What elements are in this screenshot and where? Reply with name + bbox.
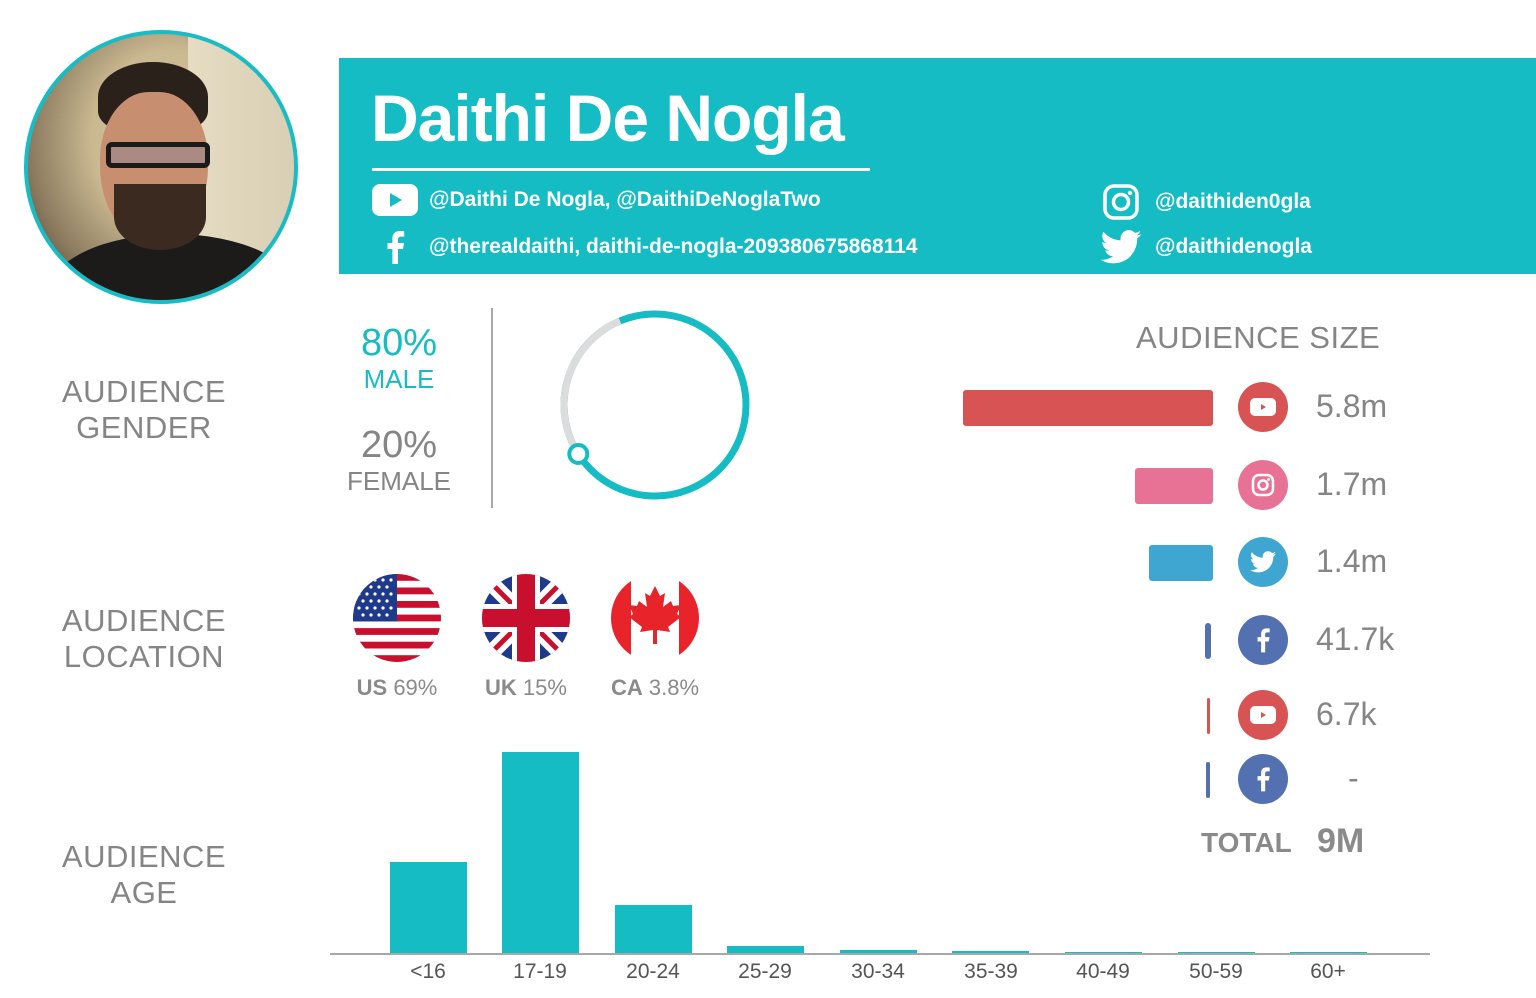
age-bar-40-49 xyxy=(1065,951,1142,953)
facebook-handles: @therealdaithi, daithi-de-nogla-20938067… xyxy=(371,230,918,264)
age-tick-label: 35-39 xyxy=(964,960,1018,983)
age-bar-20-24 xyxy=(615,905,692,953)
audience-row-facebook: 41.7k xyxy=(900,615,1460,667)
location-section-label: AUDIENCE LOCATION xyxy=(44,603,244,675)
uk-code: UK xyxy=(485,675,517,700)
age-bar-25-29 xyxy=(727,946,804,953)
age-bar-chart: <16 17-19 20-24 25-29 30-34 35-39 40-49 … xyxy=(330,740,1430,990)
us-flag-icon xyxy=(353,574,441,662)
age-tick-label: <16 xyxy=(410,960,446,983)
ca-percent: 3.8% xyxy=(648,675,700,700)
female-label: FEMALE xyxy=(346,466,452,496)
age-bar-60-plus xyxy=(1290,952,1367,953)
ca-location-label: CA 3.8% xyxy=(595,675,715,701)
twitter-size-value: 1.4m xyxy=(1316,543,1388,579)
age-bar-35-39 xyxy=(952,951,1029,953)
gender-label-line2: GENDER xyxy=(76,410,212,445)
us-location-label: US 69% xyxy=(337,675,457,701)
age-bar-under16 xyxy=(390,862,467,953)
twitter-handles-text: @daithidenogla xyxy=(1155,235,1312,258)
facebook-2-size-value: - xyxy=(1348,760,1359,796)
profile-avatar xyxy=(24,30,298,304)
instagram-handles: @daithiden0gla xyxy=(1097,184,1311,220)
age-section-label: AUDIENCE AGE xyxy=(44,839,244,911)
youtube-icon xyxy=(371,184,419,216)
ca-flag-icon xyxy=(611,574,699,662)
gender-label-line1: AUDIENCE xyxy=(61,374,227,409)
uk-percent: 15% xyxy=(522,675,567,700)
twitter-handles: @daithidenogla xyxy=(1097,230,1312,264)
ca-code: CA xyxy=(610,675,643,700)
us-code: US xyxy=(356,675,388,700)
youtube-2-size-value: 6.7k xyxy=(1316,696,1377,732)
age-label-line2: AGE xyxy=(110,875,178,910)
age-tick-label: 20-24 xyxy=(626,960,680,983)
total-value: 9M xyxy=(1317,822,1365,860)
gender-female-stat: 20% FEMALE xyxy=(340,424,458,496)
age-bar-30-34 xyxy=(840,950,917,953)
facebook-handles-text: @therealdaithi, daithi-de-nogla-20938067… xyxy=(429,235,918,258)
us-percent: 69% xyxy=(393,675,438,700)
uk-flag-icon xyxy=(482,574,570,662)
facebook-size-bar xyxy=(1205,623,1211,659)
gender-divider xyxy=(491,308,493,508)
facebook-icon xyxy=(1238,754,1288,804)
twitter-size-bar xyxy=(1149,545,1213,581)
instagram-handles-text: @daithiden0gla xyxy=(1155,190,1311,213)
age-tick-label: 30-34 xyxy=(851,960,905,983)
age-x-axis xyxy=(330,953,1430,955)
age-tick-label: 50-59 xyxy=(1189,960,1243,983)
youtube-handles: @Daithi De Nogla, @DaithiDeNoglaTwo xyxy=(371,184,821,216)
youtube-size-bar xyxy=(963,390,1213,426)
facebook-2-size-bar xyxy=(1206,762,1210,798)
youtube-handles-text: @Daithi De Nogla, @DaithiDeNoglaTwo xyxy=(429,188,821,211)
youtube-icon xyxy=(1238,690,1288,740)
male-percent: 80% xyxy=(360,322,438,364)
age-tick-label: 40-49 xyxy=(1076,960,1130,983)
audience-row-instagram: 1.7m xyxy=(900,460,1460,512)
audience-size-title: AUDIENCE SIZE xyxy=(1136,320,1381,355)
twitter-icon xyxy=(1097,230,1145,264)
profile-name: Daithi De Nogla xyxy=(371,81,845,155)
male-label: MALE xyxy=(363,364,435,394)
facebook-icon xyxy=(1238,615,1288,665)
audience-row-facebook-2: - xyxy=(900,754,1460,806)
instagram-size-bar xyxy=(1135,468,1213,504)
age-tick-label: 60+ xyxy=(1310,960,1346,983)
gender-male-stat: 80% MALE xyxy=(340,322,458,394)
gender-section-label: AUDIENCE GENDER xyxy=(44,374,244,446)
instagram-icon xyxy=(1097,184,1145,220)
age-tick-label: 17-19 xyxy=(513,960,567,983)
uk-location-label: UK 15% xyxy=(466,675,586,701)
facebook-icon xyxy=(371,230,419,264)
total-label: TOTAL xyxy=(1201,827,1292,858)
name-underline xyxy=(372,168,870,171)
youtube-2-size-bar xyxy=(1207,698,1210,734)
instagram-size-value: 1.7m xyxy=(1316,466,1388,502)
header-banner: Daithi De Nogla @Daithi De Nogla, @Daith… xyxy=(339,58,1536,274)
twitter-icon xyxy=(1238,537,1288,587)
facebook-size-value: 41.7k xyxy=(1316,621,1395,657)
gender-donut-chart xyxy=(560,310,750,500)
audience-row-youtube: 5.8m xyxy=(900,382,1460,434)
audience-row-youtube-2: 6.7k xyxy=(900,690,1460,742)
youtube-icon xyxy=(1238,382,1288,432)
female-percent: 20% xyxy=(360,424,438,466)
location-label-line2: LOCATION xyxy=(63,639,225,674)
instagram-icon xyxy=(1238,460,1288,510)
age-label-line1: AUDIENCE xyxy=(61,839,227,874)
audience-row-twitter: 1.4m xyxy=(900,537,1460,589)
location-label-line1: AUDIENCE xyxy=(61,603,227,638)
age-bar-50-59 xyxy=(1178,952,1255,953)
age-bar-17-19 xyxy=(502,752,579,953)
youtube-size-value: 5.8m xyxy=(1316,388,1388,424)
age-tick-label: 25-29 xyxy=(738,960,792,983)
